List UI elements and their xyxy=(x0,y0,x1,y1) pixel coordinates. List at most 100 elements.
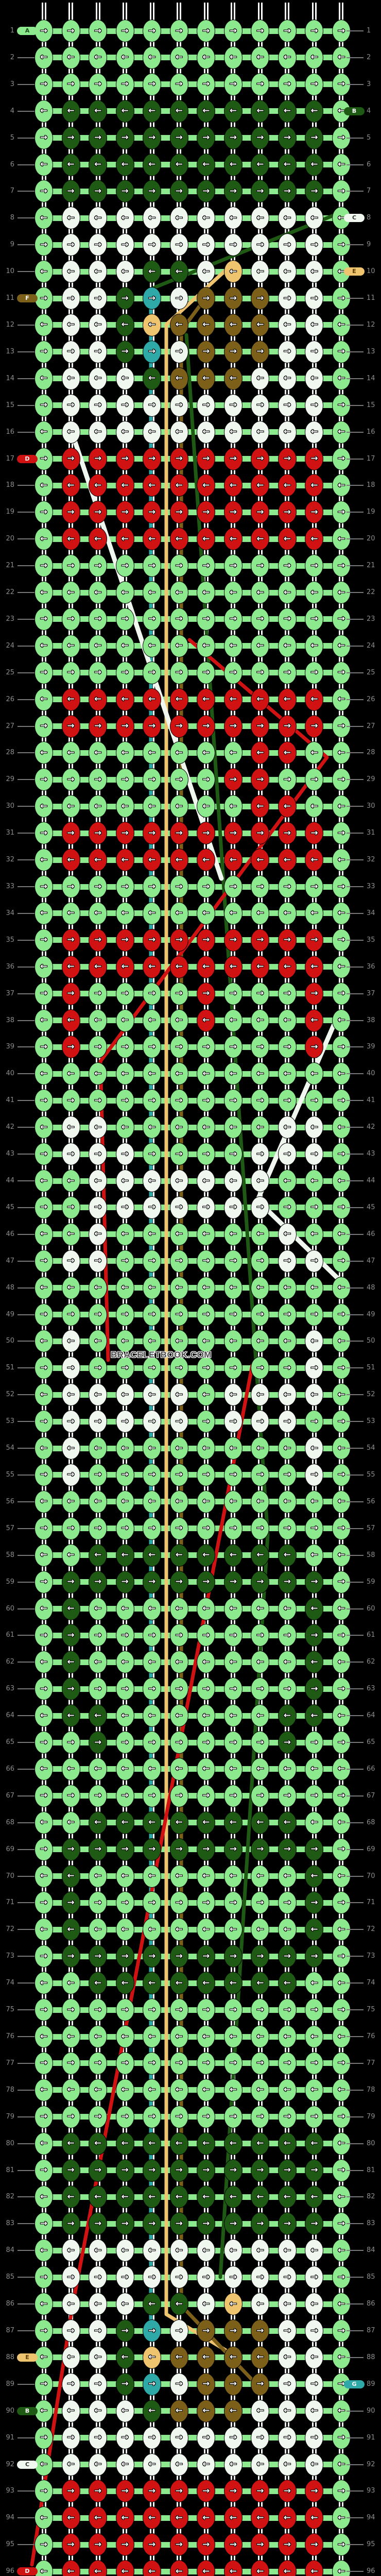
knot-connector-bar xyxy=(105,1445,118,1451)
string-stub xyxy=(203,1913,209,1920)
string-stub xyxy=(123,2127,128,2134)
string-stub xyxy=(177,870,182,877)
row-number-left: 55 xyxy=(6,1470,14,1479)
string-stub xyxy=(123,1030,128,1038)
string-stub xyxy=(177,2180,182,2188)
row-number-left: 37 xyxy=(6,989,14,997)
knot-connector-bar xyxy=(131,81,146,88)
knot-connector-bar xyxy=(159,215,172,221)
knot-connector-bar xyxy=(77,242,92,248)
string-stub xyxy=(123,549,128,556)
knot-connector-bar xyxy=(213,376,227,382)
string-stub xyxy=(311,1859,317,1867)
row-number-right: 9 xyxy=(367,241,371,249)
string-stub xyxy=(311,1459,317,1466)
knot-connector-bar xyxy=(267,1846,281,1853)
string-stub xyxy=(285,656,290,663)
string-stub xyxy=(257,2261,263,2268)
string-stub xyxy=(177,1004,182,1011)
knot-connector-bar xyxy=(77,1980,92,1986)
knot-connector-bar xyxy=(131,1365,146,1371)
knot-connector-bar xyxy=(239,162,254,168)
knot-connector-bar xyxy=(213,2435,227,2441)
knot-connector-bar xyxy=(321,349,335,355)
knot-connector-bar xyxy=(50,135,64,141)
knot-connector-bar xyxy=(131,215,146,221)
string-stub xyxy=(95,1886,100,1893)
string-stub xyxy=(285,469,290,476)
string-stub xyxy=(177,1512,182,1519)
string-stub xyxy=(231,709,236,717)
string-stub xyxy=(203,1298,209,1305)
leader-line xyxy=(18,1421,34,1422)
string-stub xyxy=(68,309,74,316)
knot-connector-bar xyxy=(77,1151,92,1157)
knot-connector-bar xyxy=(321,1926,335,1933)
string-stub xyxy=(203,1432,209,1439)
knot-connector-bar xyxy=(77,830,92,836)
knot-connector-bar xyxy=(50,1873,64,1879)
knot-connector-bar xyxy=(105,2462,118,2468)
knot-connector-bar xyxy=(239,376,254,382)
string-stub xyxy=(203,576,209,583)
leader-line xyxy=(347,1020,363,1021)
knot-connector-bar xyxy=(267,1151,281,1157)
row-number-right: 10 xyxy=(367,267,375,276)
knot-connector-bar xyxy=(293,1044,308,1050)
knot-connector-bar xyxy=(213,1258,227,1264)
string-stub xyxy=(123,603,128,610)
string-stub xyxy=(339,1967,344,1974)
string-stub xyxy=(203,1538,209,1546)
knot-connector-bar xyxy=(239,697,254,703)
string-stub xyxy=(203,1993,209,2001)
arrow-right-icon: → xyxy=(148,79,156,90)
knot-connector-bar xyxy=(267,1071,281,1077)
string-stub xyxy=(177,2207,182,2214)
string-stub xyxy=(285,2314,290,2321)
knot-connector-bar xyxy=(77,28,92,34)
string-stub xyxy=(339,843,344,851)
string-stub xyxy=(123,2234,128,2241)
knot-connector-bar xyxy=(321,2087,335,2093)
string-stub xyxy=(68,362,74,369)
knot-connector-bar xyxy=(77,1846,92,1853)
knot: → xyxy=(89,180,108,203)
knot-connector-bar xyxy=(50,322,64,328)
row-number-left: 44 xyxy=(6,1177,14,1184)
string-stub xyxy=(177,2287,182,2295)
arrow-right-icon: → xyxy=(94,185,102,196)
string-stub xyxy=(149,2341,154,2348)
knot-connector-bar xyxy=(267,1312,281,1318)
knot-connector-bar xyxy=(185,2435,200,2441)
knot-connector-bar xyxy=(267,1926,281,1933)
knot-connector-bar xyxy=(77,2087,92,2093)
knot-connector-bar xyxy=(293,2435,308,2441)
string-stub xyxy=(68,870,74,877)
string-stub xyxy=(123,2448,128,2455)
knot-connector-bar xyxy=(239,2568,254,2574)
knot-connector-bar xyxy=(131,563,146,569)
row-number-right: 17 xyxy=(367,454,375,463)
string-stub xyxy=(41,335,46,342)
leader-line xyxy=(347,1581,363,1583)
warp-string-top xyxy=(285,3,290,21)
leader-line xyxy=(347,1287,363,1289)
string-stub xyxy=(123,228,128,235)
string-stub xyxy=(285,1217,290,1225)
string-stub xyxy=(68,2154,74,2161)
knot-connector-bar xyxy=(185,1231,200,1238)
knot-connector-bar xyxy=(321,1820,335,1826)
arrow-right-icon: → xyxy=(40,132,48,143)
knot-connector-bar xyxy=(321,429,335,435)
string-stub xyxy=(311,2475,317,2482)
string-stub xyxy=(285,817,290,824)
knot: ← xyxy=(223,207,243,230)
knot-connector-bar xyxy=(239,2274,254,2280)
string-stub xyxy=(203,2421,209,2428)
string-stub xyxy=(339,950,344,957)
leader-line xyxy=(18,512,34,513)
string-stub xyxy=(311,1672,317,1680)
knot-connector-bar xyxy=(321,2488,335,2494)
string-stub xyxy=(203,496,209,503)
string-stub xyxy=(95,843,100,851)
